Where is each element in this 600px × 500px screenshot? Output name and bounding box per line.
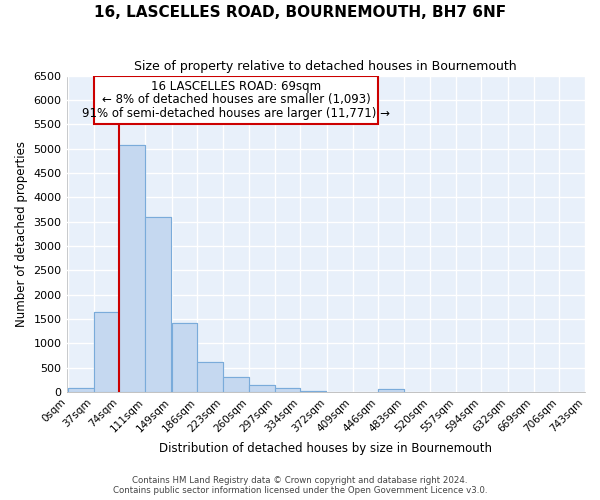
Bar: [249, 384, 275, 392]
Text: 16 LASCELLES ROAD: 69sqm: 16 LASCELLES ROAD: 69sqm: [151, 80, 321, 93]
Bar: [379, 390, 404, 392]
Text: ← 8% of detached houses are smaller (1,093): ← 8% of detached houses are smaller (1,0…: [101, 94, 370, 106]
Bar: [275, 388, 301, 392]
Bar: [145, 216, 171, 392]
Bar: [94, 312, 119, 392]
Text: 91% of semi-detached houses are larger (11,771) →: 91% of semi-detached houses are larger (…: [82, 107, 390, 120]
Bar: [68, 388, 94, 392]
Text: Contains HM Land Registry data © Crown copyright and database right 2024.
Contai: Contains HM Land Registry data © Crown c…: [113, 476, 487, 495]
Bar: [68, 388, 94, 392]
Bar: [223, 378, 249, 392]
Bar: [301, 391, 326, 392]
Bar: [197, 362, 223, 392]
Bar: [275, 388, 301, 392]
Bar: [223, 378, 249, 392]
Text: 16, LASCELLES ROAD, BOURNEMOUTH, BH7 6NF: 16, LASCELLES ROAD, BOURNEMOUTH, BH7 6NF: [94, 5, 506, 20]
Bar: [94, 312, 119, 392]
Bar: [197, 362, 223, 392]
Title: Size of property relative to detached houses in Bournemouth: Size of property relative to detached ho…: [134, 60, 517, 73]
Bar: [172, 323, 197, 392]
Bar: [119, 144, 145, 392]
Bar: [301, 391, 326, 392]
Bar: [145, 216, 171, 392]
FancyBboxPatch shape: [94, 76, 379, 124]
Bar: [119, 144, 145, 392]
Bar: [379, 390, 404, 392]
Y-axis label: Number of detached properties: Number of detached properties: [15, 141, 28, 327]
Bar: [172, 323, 197, 392]
Bar: [249, 384, 275, 392]
X-axis label: Distribution of detached houses by size in Bournemouth: Distribution of detached houses by size …: [159, 442, 492, 455]
